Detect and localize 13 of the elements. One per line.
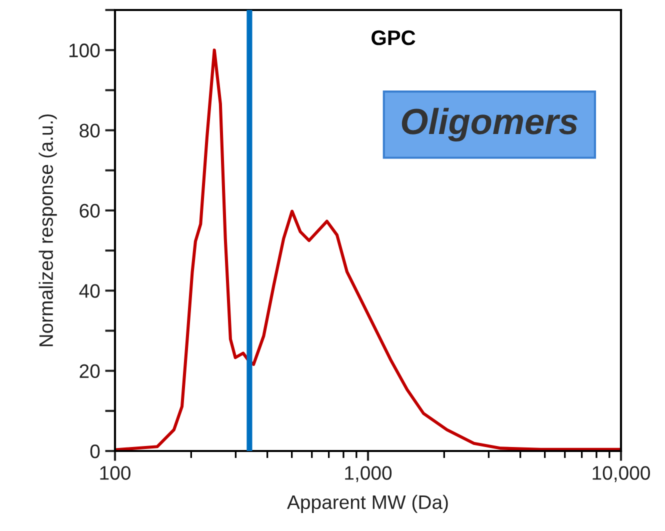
y-tick-label: 60	[80, 204, 100, 218]
x-tick-label: 100	[100, 466, 130, 480]
x-tick-label: 10,000	[592, 466, 650, 482]
annotation: Oligomers	[402, 108, 578, 142]
y-tick-label: 80	[80, 124, 100, 138]
y-axis-title: Normalized response (a.u.)	[38, 114, 57, 346]
text: GPC	[372, 30, 416, 46]
x-axis-title: Apparent MW (Da)	[287, 494, 448, 513]
y-tick-label: 20	[80, 364, 100, 378]
x-tick-label: 1,000	[345, 466, 392, 482]
y-tick-label: 0	[90, 444, 100, 458]
y-tick-label: 100	[69, 44, 100, 58]
y-tick-label: 40	[79, 284, 100, 298]
